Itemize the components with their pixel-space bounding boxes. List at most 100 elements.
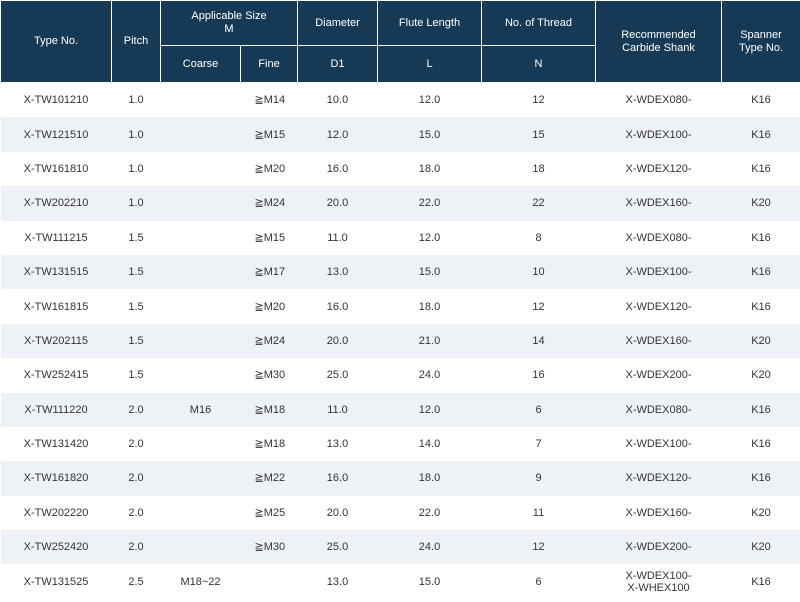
thread-count-cell: 16 [481, 358, 596, 393]
pitch-cell: 1.5 [111, 254, 161, 290]
header-pitch: Pitch [111, 0, 161, 83]
flute-length-cell: 21.0 [377, 323, 482, 359]
shank-cell: X-WDEX200- [595, 530, 722, 565]
thread-count-cell: 10 [481, 254, 596, 290]
header-recommended-line2: Carbide Shank [622, 41, 695, 54]
table-row: X-TW161815 1.5 ≧M20 16.0 18.0 12 X-WDEX120- K16 [0, 289, 800, 324]
type-no-cell: X-TW202115 [0, 323, 112, 359]
header-applicable-size-line2: M [224, 23, 234, 35]
type-no-cell: X-TW111220 [0, 392, 112, 427]
pitch-cell: 1.5 [111, 323, 161, 359]
header-recommended-line1: Recommended [621, 28, 696, 41]
coarse-cell [160, 323, 241, 359]
thread-count-cell: 12 [481, 289, 596, 324]
flute-length-cell: 24.0 [377, 530, 482, 565]
flute-length-cell: 18.0 [377, 151, 482, 187]
type-no-cell: X-TW161815 [0, 289, 112, 324]
thread-count-cell: 12 [481, 530, 596, 565]
spanner-cell: K16 [721, 426, 800, 462]
spanner-cell: K20 [721, 358, 800, 393]
spanner-cell: K16 [721, 220, 800, 255]
coarse-cell [160, 220, 241, 255]
spanner-cell: K20 [721, 530, 800, 565]
spanner-cell: K16 [721, 151, 800, 187]
pitch-cell: 2.0 [111, 530, 161, 565]
shank-cell: X-WDEX200- [595, 358, 722, 393]
pitch-cell: 2.5 [111, 564, 161, 599]
coarse-cell: M18~22 [160, 564, 241, 599]
table-row: X-TW101210 1.0 ≧M14 10.0 12.0 12 X-WDEX080- K16 [0, 82, 800, 118]
flute-length-cell: 22.0 [377, 186, 482, 221]
table-row: X-TW252415 1.5 ≧M30 25.0 24.0 16 X-WDEX200- K20 [0, 358, 800, 393]
flute-length-cell: 18.0 [377, 461, 482, 496]
coarse-cell [160, 495, 241, 531]
shank-cell: X-WDEX080- [595, 220, 722, 255]
diameter-cell: 13.0 [297, 564, 378, 599]
pitch-cell: 1.0 [111, 151, 161, 187]
diameter-cell: 25.0 [297, 530, 378, 565]
flute-length-cell: 12.0 [377, 392, 482, 427]
flute-length-cell: 15.0 [377, 254, 482, 290]
shank-line1: X-WDEX100- [625, 569, 692, 582]
type-no-cell: X-TW161820 [0, 461, 112, 496]
table-body: X-TW101210 1.0 ≧M14 10.0 12.0 12 X-WDEX080- K16… [0, 82, 800, 599]
spanner-cell: K16 [721, 461, 800, 496]
coarse-cell [160, 426, 241, 462]
fine-cell: ≧M15 [240, 220, 298, 255]
spanner-cell: K16 [721, 117, 800, 152]
coarse-cell [160, 530, 241, 565]
shank-cell: X-WDEX120- [595, 289, 722, 324]
fine-cell: ≧M30 [240, 530, 298, 565]
fine-cell: ≧M30 [240, 358, 298, 393]
table-row: X-TW202220 2.0 ≧M25 20.0 22.0 11 X-WDEX160- K20 [0, 495, 800, 531]
flute-length-cell: 15.0 [377, 564, 482, 599]
diameter-cell: 25.0 [297, 358, 378, 393]
spanner-cell: K20 [721, 495, 800, 531]
spanner-cell: K16 [721, 564, 800, 599]
thread-count-cell: 6 [481, 392, 596, 427]
header-no-of-thread: No. of Thread [481, 0, 596, 46]
coarse-cell [160, 461, 241, 496]
fine-cell [240, 564, 298, 599]
thread-count-cell: 6 [481, 564, 596, 599]
pitch-cell: 2.0 [111, 392, 161, 427]
shank-line2: X-WHEX100 [627, 581, 690, 594]
table-row: X-TW161810 1.0 ≧M20 16.0 18.0 18 X-WDEX120- K16 [0, 151, 800, 187]
type-no-cell: X-TW252415 [0, 358, 112, 393]
type-no-cell: X-TW202220 [0, 495, 112, 531]
spanner-cell: K16 [721, 254, 800, 290]
fine-cell: ≧M18 [240, 426, 298, 462]
type-no-cell: X-TW121510 [0, 117, 112, 152]
fine-cell: ≧M22 [240, 461, 298, 496]
table-row: X-TW131525 2.5 M18~22 13.0 15.0 6 X-WDEX100- X-… [0, 564, 800, 599]
shank-cell: X-WDEX100- [595, 117, 722, 152]
table-row: X-TW111215 1.5 ≧M15 11.0 12.0 8 X-WDEX080- K16 [0, 220, 800, 255]
shank-cell: X-WDEX120- [595, 151, 722, 187]
pitch-cell: 2.0 [111, 461, 161, 496]
header-d1: D1 [297, 45, 378, 83]
diameter-cell: 10.0 [297, 82, 378, 118]
shank-cell: X-WDEX100- X-WHEX100 [595, 564, 722, 599]
flute-length-cell: 18.0 [377, 289, 482, 324]
spanner-cell: K20 [721, 186, 800, 221]
header-n: N [481, 45, 596, 83]
fine-cell: ≧M24 [240, 323, 298, 359]
flute-length-cell: 15.0 [377, 117, 482, 152]
flute-length-cell: 24.0 [377, 358, 482, 393]
shank-cell: X-WDEX160- [595, 495, 722, 531]
table-row: X-TW202210 1.0 ≧M24 20.0 22.0 22 X-WDEX160- K20 [0, 186, 800, 221]
type-no-cell: X-TW252420 [0, 530, 112, 565]
shank-cell: X-WDEX100- [595, 426, 722, 462]
diameter-cell: 16.0 [297, 289, 378, 324]
table-row: X-TW131420 2.0 ≧M18 13.0 14.0 7 X-WDEX100- K16 [0, 426, 800, 462]
pitch-cell: 1.5 [111, 358, 161, 393]
header-spanner-line2: Type No. [738, 41, 784, 54]
header-recommended-shank: Recommended Carbide Shank [595, 0, 722, 83]
fine-cell: ≧M17 [240, 254, 298, 290]
pitch-cell: 1.5 [111, 289, 161, 324]
fine-cell: ≧M20 [240, 151, 298, 187]
pitch-cell: 1.0 [111, 117, 161, 152]
pitch-cell: 2.0 [111, 426, 161, 462]
coarse-cell: M16 [160, 392, 241, 427]
header-coarse: Coarse [160, 45, 241, 83]
